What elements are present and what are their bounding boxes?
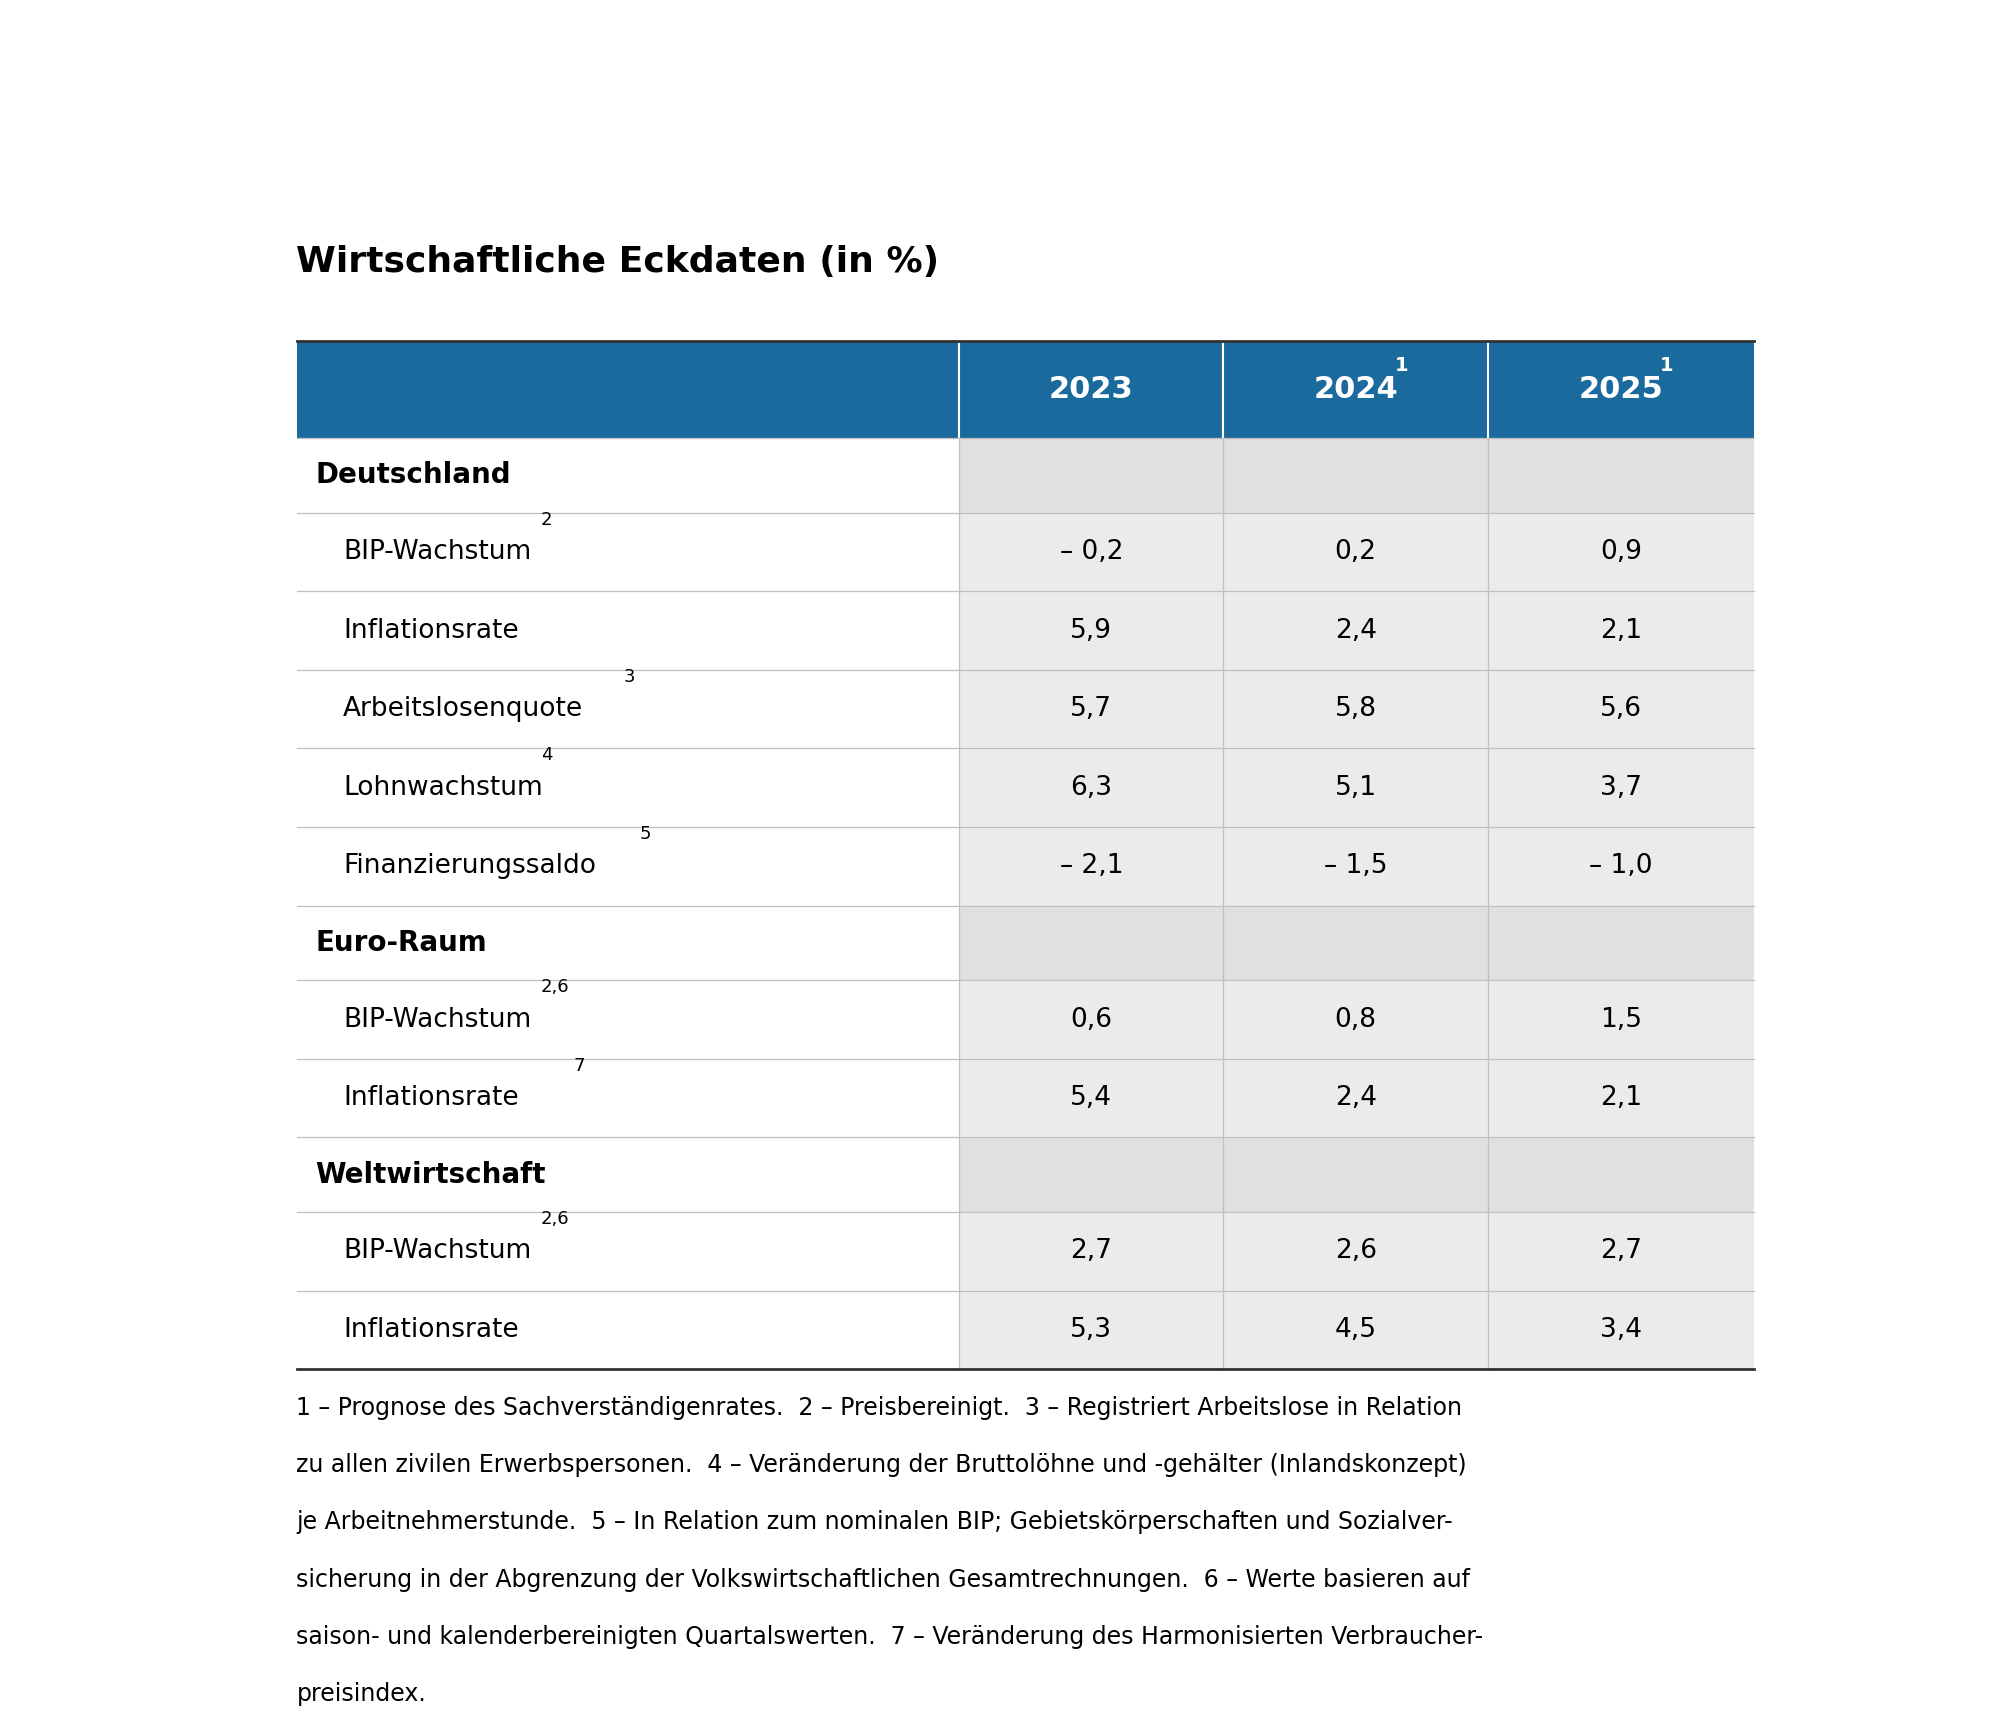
Text: 2: 2 (540, 510, 552, 528)
Text: Arbeitslosenquote: Arbeitslosenquote (344, 695, 584, 721)
Bar (296, 670, 960, 749)
Text: 2024: 2024 (1314, 375, 1398, 403)
Text: 5,4: 5,4 (1070, 1085, 1112, 1111)
Bar (296, 1059, 960, 1137)
Text: 7: 7 (574, 1057, 586, 1074)
Bar (296, 1291, 960, 1368)
Bar (296, 905, 960, 981)
Text: je Arbeitnehmerstunde.  5 – In Relation zum nominalen BIP; Gebietskörperschaften: je Arbeitnehmerstunde. 5 – In Relation z… (296, 1510, 1454, 1535)
Text: 3: 3 (624, 668, 634, 685)
Text: 5,6: 5,6 (1600, 695, 1642, 721)
Text: 2,7: 2,7 (1070, 1239, 1112, 1265)
Text: sicherung in der Abgrenzung der Volkswirtschaftlichen Gesamtrechnungen.  6 – Wer: sicherung in der Abgrenzung der Volkswir… (296, 1567, 1470, 1592)
Text: 1 – Prognose des Sachverständigenrates.  2 – Preisbereinigt.  3 – Registriert Ar: 1 – Prognose des Sachverständigenrates. … (296, 1396, 1462, 1420)
Text: Finanzierungssaldo: Finanzierungssaldo (344, 853, 596, 879)
Text: – 1,5: – 1,5 (1324, 853, 1388, 879)
Text: BIP-Wachstum: BIP-Wachstum (344, 1239, 532, 1265)
Text: 0,6: 0,6 (1070, 1007, 1112, 1033)
Text: Inflationsrate: Inflationsrate (344, 1085, 518, 1111)
Text: 2,6: 2,6 (540, 1209, 570, 1228)
Text: 3,4: 3,4 (1600, 1317, 1642, 1342)
Bar (960, 592, 1754, 670)
Bar (960, 827, 1754, 905)
Bar (296, 1137, 960, 1213)
Text: Wirtschaftliche Eckdaten (in %): Wirtschaftliche Eckdaten (in %) (296, 246, 940, 279)
Text: 2,1: 2,1 (1600, 1085, 1642, 1111)
Bar (960, 1059, 1754, 1137)
Bar (296, 827, 960, 905)
Bar (296, 749, 960, 827)
Text: 0,9: 0,9 (1600, 540, 1642, 566)
Text: 2,7: 2,7 (1600, 1239, 1642, 1265)
Bar (960, 981, 1754, 1059)
Bar (296, 512, 960, 592)
Text: Deutschland: Deutschland (316, 462, 510, 490)
Text: 5,8: 5,8 (1334, 695, 1376, 721)
Text: Euro-Raum: Euro-Raum (316, 929, 486, 957)
Text: 1: 1 (1660, 356, 1674, 375)
Text: 4: 4 (540, 746, 552, 765)
Bar (960, 438, 1754, 512)
Bar (960, 1137, 1754, 1213)
Text: 0,8: 0,8 (1334, 1007, 1376, 1033)
Text: 2,6: 2,6 (540, 977, 570, 996)
Text: preisindex.: preisindex. (296, 1682, 426, 1706)
Bar (960, 905, 1754, 981)
Text: 2023: 2023 (1048, 375, 1134, 403)
Text: – 2,1: – 2,1 (1060, 853, 1124, 879)
Text: BIP-Wachstum: BIP-Wachstum (344, 540, 532, 566)
Text: 1,5: 1,5 (1600, 1007, 1642, 1033)
Text: 2,6: 2,6 (1334, 1239, 1376, 1265)
Bar (296, 438, 960, 512)
Text: 4,5: 4,5 (1334, 1317, 1376, 1342)
Text: BIP-Wachstum: BIP-Wachstum (344, 1007, 532, 1033)
Text: 3,7: 3,7 (1600, 775, 1642, 801)
Text: Inflationsrate: Inflationsrate (344, 618, 518, 644)
Text: 1: 1 (1394, 356, 1408, 375)
Text: Lohnwachstum: Lohnwachstum (344, 775, 542, 801)
Text: 5: 5 (640, 825, 652, 843)
Bar (960, 1213, 1754, 1291)
Text: – 1,0: – 1,0 (1590, 853, 1652, 879)
Text: Inflationsrate: Inflationsrate (344, 1317, 518, 1342)
Text: 5,1: 5,1 (1334, 775, 1376, 801)
Text: 5,9: 5,9 (1070, 618, 1112, 644)
Bar (296, 592, 960, 670)
Text: – 0,2: – 0,2 (1060, 540, 1124, 566)
Bar (960, 670, 1754, 749)
Bar (296, 1213, 960, 1291)
Text: 5,3: 5,3 (1070, 1317, 1112, 1342)
Text: saison- und kalenderbereinigten Quartalswerten.  7 – Veränderung des Harmonisier: saison- und kalenderbereinigten Quartals… (296, 1624, 1484, 1649)
Bar (960, 749, 1754, 827)
Text: 5,7: 5,7 (1070, 695, 1112, 721)
Bar (296, 341, 1754, 438)
Text: 0,2: 0,2 (1334, 540, 1376, 566)
Text: 2,1: 2,1 (1600, 618, 1642, 644)
Bar (960, 512, 1754, 592)
Text: zu allen zivilen Erwerbspersonen.  4 – Veränderung der Bruttolöhne und -gehälter: zu allen zivilen Erwerbspersonen. 4 – Ve… (296, 1453, 1468, 1477)
Bar (296, 981, 960, 1059)
Text: 2025: 2025 (1578, 375, 1664, 403)
Text: 2,4: 2,4 (1334, 1085, 1376, 1111)
Text: 2,4: 2,4 (1334, 618, 1376, 644)
Bar (960, 1291, 1754, 1368)
Text: Weltwirtschaft: Weltwirtschaft (316, 1161, 546, 1189)
Text: 6,3: 6,3 (1070, 775, 1112, 801)
